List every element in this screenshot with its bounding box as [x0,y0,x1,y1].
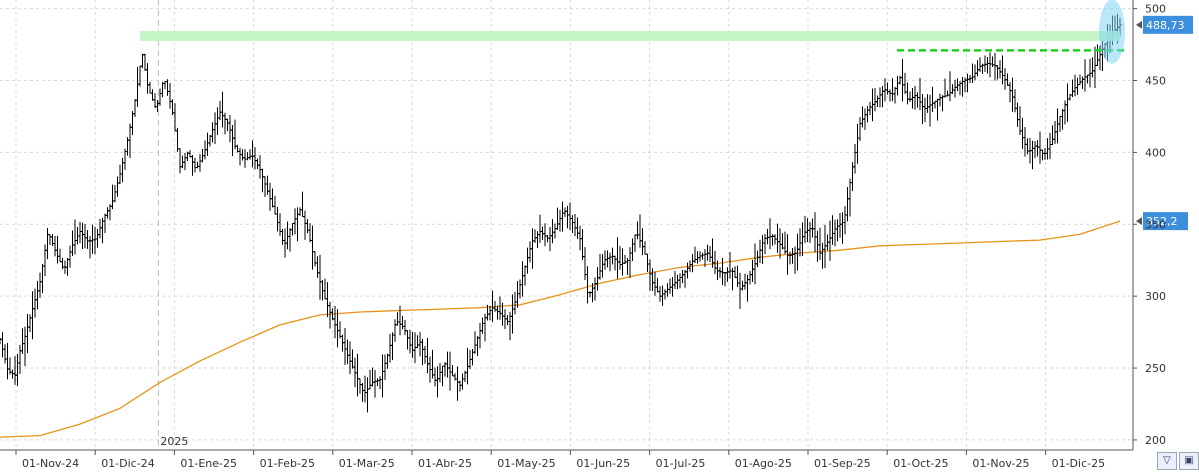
xtick-label-1: 01-Dic-24 [101,457,155,470]
ytick-label-300: 300 [1145,290,1166,303]
xtick-label-12: 01-Nov-25 [972,457,1029,470]
xtick-label-8: 01-Jul-25 [656,457,706,470]
ma-pointer [1136,217,1142,226]
ytick-label-450: 450 [1145,75,1166,88]
xtick-label-3: 01-Feb-25 [260,457,315,470]
xtick-label-9: 01-Ago-25 [735,457,792,470]
annotations-layer: 488,73 352,2 [140,0,1193,231]
ytick-label-250: 250 [1145,362,1166,375]
resistance-band [140,30,1120,41]
moving-average-layer [0,220,1121,438]
xtick-label-4: 01-Mar-25 [339,457,395,470]
xtick-label-2: 01-Ene-25 [180,457,237,470]
xtick-label-10: 01-Sep-25 [814,457,871,470]
ytick-label-200: 200 [1145,434,1166,447]
ytick-label-500: 500 [1145,3,1166,16]
axes-layer: 500 450 400 350 300 250 200 01-Nov-24 01-Dic-24 0… [0,0,1166,470]
xtick-label-11: 01-Oct-25 [893,457,948,470]
ma-tag: 352,2 [1146,215,1178,228]
year-marker-label: 2025 [160,435,188,448]
xtick-label-5: 01-Abr-25 [418,457,472,470]
moving-average-line [0,220,1121,438]
last-price-tag-bg [1143,15,1193,34]
last-price-pointer [1136,20,1142,29]
chart-toolbar: ▽ ▣ [1157,452,1199,472]
highlight-ellipse [1099,0,1125,64]
ytick-label-350: 350 [1145,218,1166,231]
xtick-label-6: 01-May-25 [497,457,555,470]
collapse-icon[interactable]: ▽ [1157,452,1177,470]
xtick-label-13: 01-Dic-25 [1052,457,1106,470]
xtick-label-7: 01-Jun-25 [576,457,630,470]
last-price-tag: 488,73 [1146,19,1185,32]
save-icon[interactable]: ▣ [1179,452,1199,470]
ytick-label-400: 400 [1145,146,1166,159]
ma-tag-bg [1143,212,1188,231]
xtick-label-0: 01-Nov-24 [22,457,79,470]
